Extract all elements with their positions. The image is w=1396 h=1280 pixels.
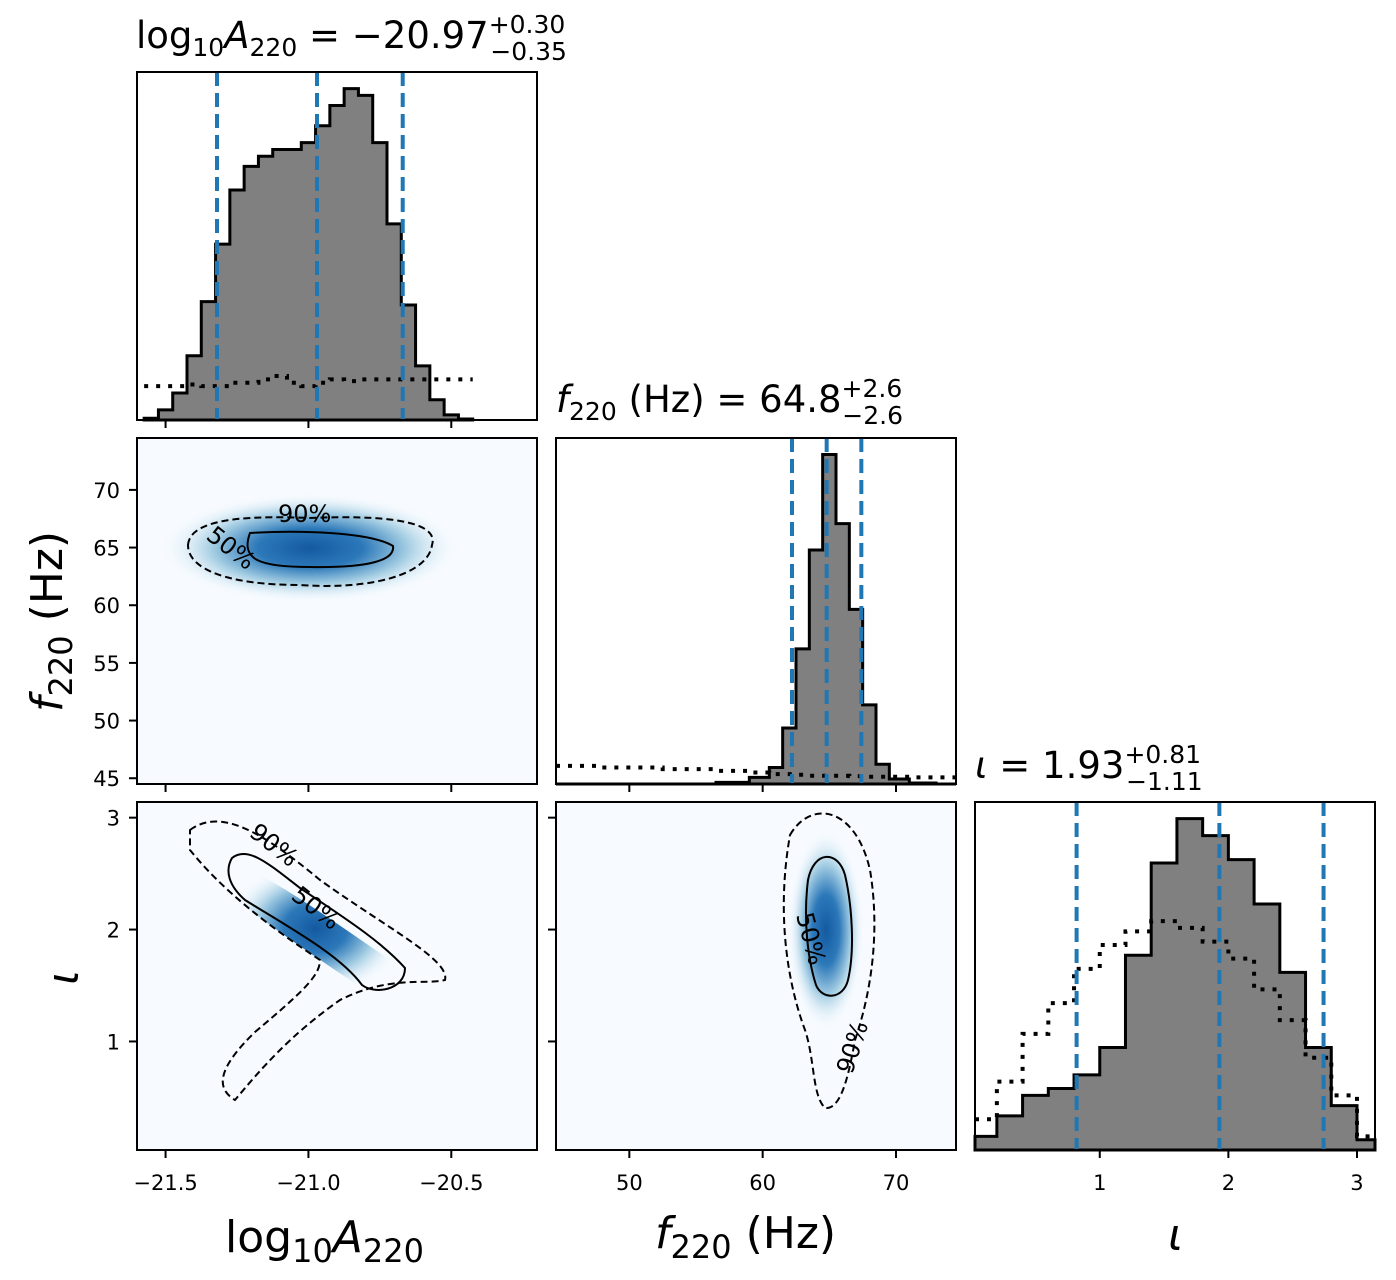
tick-label: 1 bbox=[1093, 1171, 1106, 1195]
prior-f220 bbox=[556, 763, 956, 780]
tick-label: 60 bbox=[749, 1171, 776, 1195]
quantiles-f220 bbox=[790, 438, 864, 784]
panel-2d-logA-iota: 90% 50% bbox=[136, 801, 538, 1151]
title-f220: f220 (Hz) = 64.8+2.6 −2.6 bbox=[556, 374, 903, 430]
histogram-iota bbox=[973, 817, 1377, 1152]
panel-hist-iota bbox=[973, 801, 1377, 1152]
histogram-logA bbox=[142, 87, 475, 422]
tick-label: −21.0 bbox=[276, 1171, 340, 1195]
ylabel-iota: ι bbox=[38, 970, 89, 985]
tick-label: 70 bbox=[93, 479, 120, 503]
tick-label: 2 bbox=[1222, 1171, 1235, 1195]
prior-logA bbox=[144, 374, 473, 389]
histogram-f220 bbox=[556, 452, 956, 786]
tick-label: 70 bbox=[883, 1171, 910, 1195]
panel-2d-f220-iota: 50% 90% bbox=[555, 801, 957, 1151]
tick-label: 50 bbox=[93, 710, 120, 734]
panel-2d-logA-f220: 90% 50% bbox=[136, 437, 538, 785]
tick-label: 3 bbox=[1350, 1171, 1363, 1195]
title-iota: ι = 1.93+0.81 −1.11 bbox=[975, 740, 1203, 796]
ylabel-f220: f220 (Hz) bbox=[22, 531, 80, 712]
panel-hist-logA bbox=[136, 71, 538, 422]
tick-label: 2 bbox=[107, 919, 120, 943]
panel-hist-f220 bbox=[555, 437, 957, 786]
tick-label: 45 bbox=[93, 767, 120, 791]
tick-label: 50 bbox=[616, 1171, 643, 1195]
quantiles-iota bbox=[1074, 802, 1326, 1150]
tick-label: 65 bbox=[93, 537, 120, 561]
tick-label: −20.5 bbox=[419, 1171, 483, 1195]
tick-label: 55 bbox=[93, 652, 120, 676]
tick-label: 1 bbox=[107, 1030, 120, 1054]
axis-ticks: −21.5 −21.0 −20.5 50 60 70 1 2 3 45 50 55 60 65 70 1 2 3 bbox=[93, 420, 1364, 1195]
xlabel-f220: f220 (Hz) bbox=[655, 1208, 836, 1266]
tick-label: 3 bbox=[107, 807, 120, 831]
quantiles-logA bbox=[215, 72, 405, 420]
tick-label: 60 bbox=[93, 594, 120, 618]
contour-label-90: 90% bbox=[278, 500, 331, 528]
title-log-amplitude: log10A220 = −20.97+0.30 −0.35 bbox=[136, 10, 567, 66]
tick-label: −21.5 bbox=[133, 1171, 197, 1195]
xlabel-logA: log10A220 bbox=[225, 1212, 424, 1270]
xlabel-iota: ι bbox=[1168, 1210, 1183, 1261]
